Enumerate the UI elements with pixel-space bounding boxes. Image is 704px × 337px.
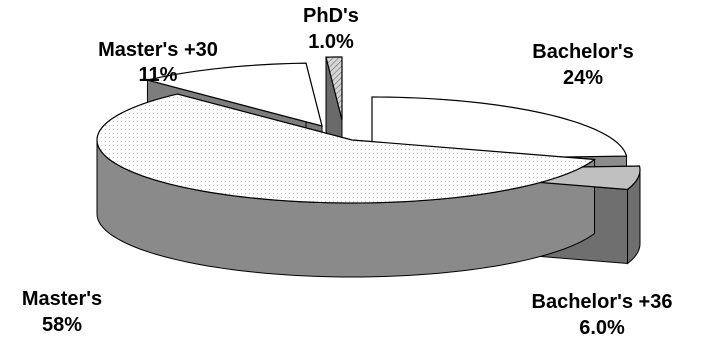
label-phds: PhD's 1.0% <box>303 5 359 53</box>
label-masters-30-value: 11% <box>139 64 178 86</box>
label-bachelors-36: Bachelor's +36 6.0% <box>532 291 673 337</box>
label-bachelors: Bachelor's 24% <box>532 41 633 89</box>
label-phds-value: 1.0% <box>308 31 354 53</box>
label-masters-name: Master's <box>22 288 102 310</box>
pie-top-faces <box>96 56 641 204</box>
label-bachelors-name: Bachelor's <box>532 41 633 63</box>
slice-top-master-s <box>96 93 597 204</box>
label-bachelors-36-value: 6.0% <box>579 317 625 337</box>
slice-top-phd-s <box>325 56 343 121</box>
label-masters-30-name: Master's +30 <box>98 39 218 61</box>
slice-top-master-s-30 <box>147 62 323 127</box>
label-masters-value: 58% <box>42 314 82 336</box>
label-bachelors-36-name: Bachelor's +36 <box>532 291 673 313</box>
label-masters: Master's 58% <box>22 288 102 336</box>
label-phds-name: PhD's <box>303 5 359 27</box>
label-masters-30: Master's +30 11% <box>98 39 218 86</box>
label-bachelors-value: 24% <box>563 67 603 89</box>
slice-top-bachelor-s <box>371 96 628 161</box>
